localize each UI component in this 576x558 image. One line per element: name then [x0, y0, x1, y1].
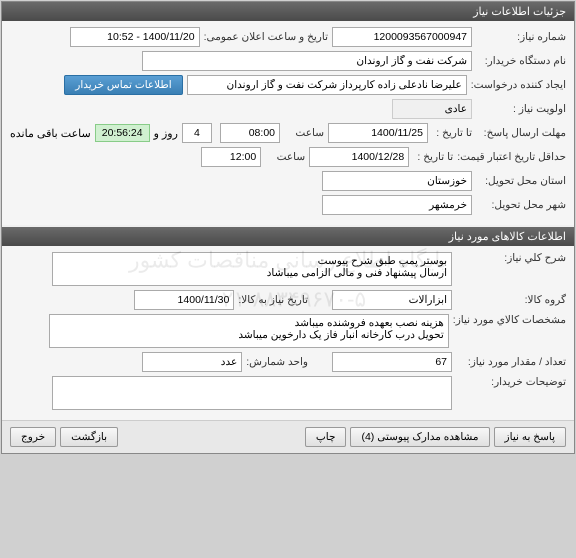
buyer-notes-label: توضیحات خریدار: [456, 376, 566, 388]
announce-input[interactable] [70, 27, 200, 47]
time-label-2: ساعت [265, 151, 305, 163]
validity-time-input[interactable] [201, 147, 261, 167]
unit-input[interactable] [142, 352, 242, 372]
exit-button[interactable]: خروج [10, 427, 56, 447]
days-label: روز و [154, 127, 178, 140]
deadline-date-input[interactable] [328, 123, 428, 143]
attachments-button[interactable]: مشاهده مدارک پیوستی (4) [350, 427, 489, 447]
to-date-label: تا تاریخ : [432, 127, 472, 139]
qty-input[interactable] [332, 352, 452, 372]
province-input[interactable] [322, 171, 472, 191]
buyer-input[interactable] [142, 51, 472, 71]
city-input[interactable] [322, 195, 472, 215]
need-date-label: تاریخ نیاز به کالا: [238, 294, 308, 306]
announce-label: تاریخ و ساعت اعلان عمومی: [204, 31, 328, 43]
main-window: جزئیات اطلاعات نیاز شماره نیاز: تاریخ و … [1, 1, 575, 454]
footer-toolbar: پاسخ به نیاز مشاهده مدارک پیوستی (4) چاپ… [2, 420, 574, 453]
priority-label: اولویت نیاز : [476, 103, 566, 115]
need-number-input[interactable] [332, 27, 472, 47]
days-input [182, 123, 212, 143]
remaining-label: ساعت باقی مانده [10, 127, 91, 140]
goods-section-header: اطلاعات کالاهای مورد نیاز [2, 227, 574, 246]
need-date-input[interactable] [134, 290, 234, 310]
group-input[interactable] [332, 290, 452, 310]
deadline-time-input[interactable] [220, 123, 280, 143]
goods-info-section: شرح کلي نیاز: گروه کالا: تاریخ نیاز به ک… [2, 246, 574, 420]
spec-textarea[interactable] [49, 314, 449, 348]
reply-button[interactable]: پاسخ به نیاز [494, 427, 566, 447]
group-label: گروه کالا: [456, 294, 566, 306]
qty-label: تعداد / مقدار مورد نیاز: [456, 356, 566, 368]
spec-label: مشخصات کالاي مورد نیاز: [453, 314, 566, 326]
buyer-label: نام دستگاه خریدار: [476, 55, 566, 67]
city-label: شهر محل تحویل: [476, 199, 566, 211]
to-date-label-2: تا تاریخ : [413, 151, 453, 163]
time-label-1: ساعت [284, 127, 324, 139]
need-number-label: شماره نیاز: [476, 31, 566, 43]
contact-buyer-button[interactable]: اطلاعات تماس خریدار [64, 75, 182, 95]
need-info-section: شماره نیاز: تاریخ و ساعت اعلان عمومی: نا… [2, 21, 574, 225]
desc-textarea[interactable] [52, 252, 452, 286]
buyer-notes-textarea[interactable] [52, 376, 452, 410]
desc-label: شرح کلي نیاز: [456, 252, 566, 264]
deadline-label: مهلت ارسال پاسخ: [476, 127, 566, 139]
window-title: جزئیات اطلاعات نیاز [2, 2, 574, 21]
province-label: استان محل تحویل: [476, 175, 566, 187]
validity-date-input[interactable] [309, 147, 409, 167]
unit-label: واحد شمارش: [246, 356, 308, 368]
creator-label: ایجاد کننده درخواست: [471, 79, 566, 91]
countdown-timer: 20:56:24 [95, 124, 150, 142]
back-button[interactable]: بازگشت [60, 427, 118, 447]
validity-label: حداقل تاریخ اعتبار قیمت: [457, 151, 566, 163]
creator-input[interactable] [187, 75, 467, 95]
print-button[interactable]: چاپ [305, 427, 347, 447]
priority-value: عادی [392, 99, 472, 119]
